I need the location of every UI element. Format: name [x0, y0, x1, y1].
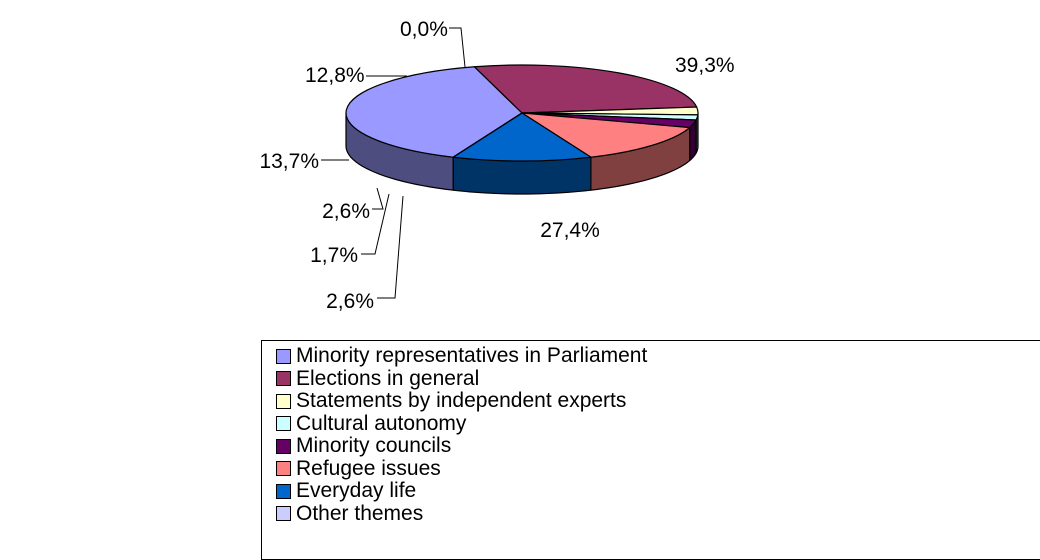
legend-label: Minority representatives in Parliament	[296, 345, 647, 367]
pie-tops	[346, 65, 698, 161]
legend-swatch	[276, 371, 291, 386]
data-label-everyday-life: 12,8%	[305, 64, 365, 87]
legend-item-other-themes: Other themes	[276, 503, 647, 526]
legend-item-refugee-issues: Refugee issues	[276, 458, 647, 481]
legend-label: Elections in general	[296, 368, 479, 390]
legend-label: Minority councils	[296, 435, 451, 457]
leader-line-other-themes	[449, 28, 465, 67]
legend-swatch	[276, 349, 291, 364]
legend-item-everyday-life: Everyday life	[276, 480, 647, 503]
data-label-elections-in-general: 27,4%	[540, 219, 600, 242]
data-label-other-themes: 0,0%	[400, 18, 448, 41]
data-label-statements-by-independent-experts: 2,6%	[326, 290, 374, 313]
legend-swatch	[276, 394, 291, 409]
legend-swatch	[276, 506, 291, 521]
legend-swatch	[276, 461, 291, 476]
data-label-cultural-autonomy: 1,7%	[310, 244, 358, 267]
leader-line-minority-councils	[372, 188, 383, 209]
legend-label: Everyday life	[296, 480, 416, 502]
slice-side-everyday-life	[453, 157, 591, 194]
legend-swatch	[276, 416, 291, 431]
leader-line-statements-by-independent-experts	[377, 196, 403, 298]
legend-item-elections-in-general: Elections in general	[276, 368, 647, 391]
data-label-minority-councils: 2,6%	[322, 200, 370, 223]
legend-label: Refugee issues	[296, 458, 441, 480]
legend-item-cultural-autonomy: Cultural autonomy	[276, 413, 647, 436]
legend-item-statements-by-independent-experts: Statements by independent experts	[276, 390, 647, 413]
legend-label: Other themes	[296, 503, 423, 525]
data-label-minority-representatives-in-parliament: 39,3%	[675, 54, 735, 77]
data-label-refugee-issues: 13,7%	[259, 150, 319, 173]
legend-swatch	[276, 439, 291, 454]
legend-item-minority-representatives-in-parliament: Minority representatives in Parliament	[276, 345, 647, 368]
legend-label: Cultural autonomy	[296, 413, 466, 435]
legend-label: Statements by independent experts	[296, 390, 626, 412]
legend-swatch	[276, 484, 291, 499]
legend-item-minority-councils: Minority councils	[276, 435, 647, 458]
